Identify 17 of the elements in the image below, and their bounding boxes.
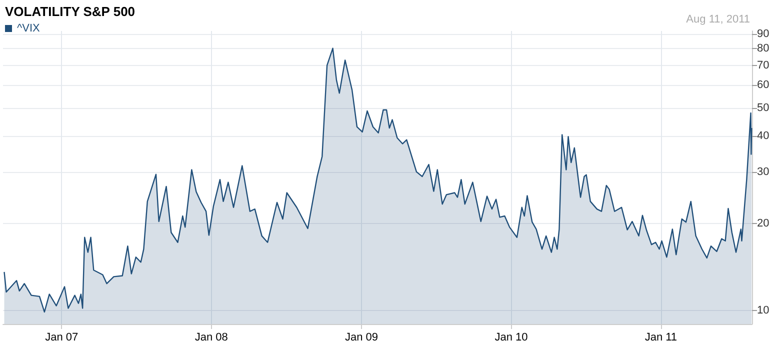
chart-title: VOLATILITY S&P 500 [5,4,136,19]
y-tick-label: 80 [757,42,770,55]
y-tick-label: 90 [757,28,770,40]
y-tick-label: 30 [757,166,770,178]
text: Aug 11, 2011 [686,14,750,26]
x-tick-label: Jan 09 [344,332,378,343]
y-tick-label: 10 [757,304,770,317]
y-tick-label: 40 [757,130,770,142]
x-tick-label: Jan 07 [45,332,78,343]
x-tick-label: Jan 08 [194,332,228,343]
y-tick-label: 70 [757,59,770,72]
y-tick-label: 20 [757,217,770,230]
y-tick-label: 60 [757,78,770,91]
y-tick-label: 50 [757,102,770,114]
x-tick-label: Jan 10 [494,332,528,343]
x-tick-label: Jan 11 [644,332,678,343]
legend-label: ^VIX [17,22,41,34]
